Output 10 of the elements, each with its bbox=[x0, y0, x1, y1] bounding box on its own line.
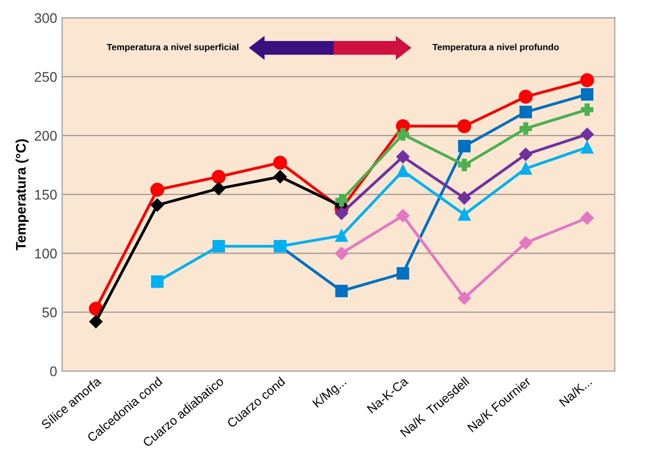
y-tick-label: 200 bbox=[34, 130, 57, 141]
y-tick-label: 150 bbox=[35, 190, 57, 200]
y-tick-label: 300 bbox=[34, 13, 57, 23]
y-axis-title: Temperatura (°C) bbox=[16, 139, 29, 250]
y-tick-label: 250 bbox=[34, 72, 57, 82]
y-tick-label: 100 bbox=[35, 248, 57, 258]
y-tick-label: 0 bbox=[50, 366, 57, 376]
annotation: Temperatura a nivel superficial bbox=[106, 44, 238, 52]
annotation: Temperatura a nivel profundo bbox=[432, 44, 559, 52]
y-tick-label: 50 bbox=[42, 308, 57, 318]
